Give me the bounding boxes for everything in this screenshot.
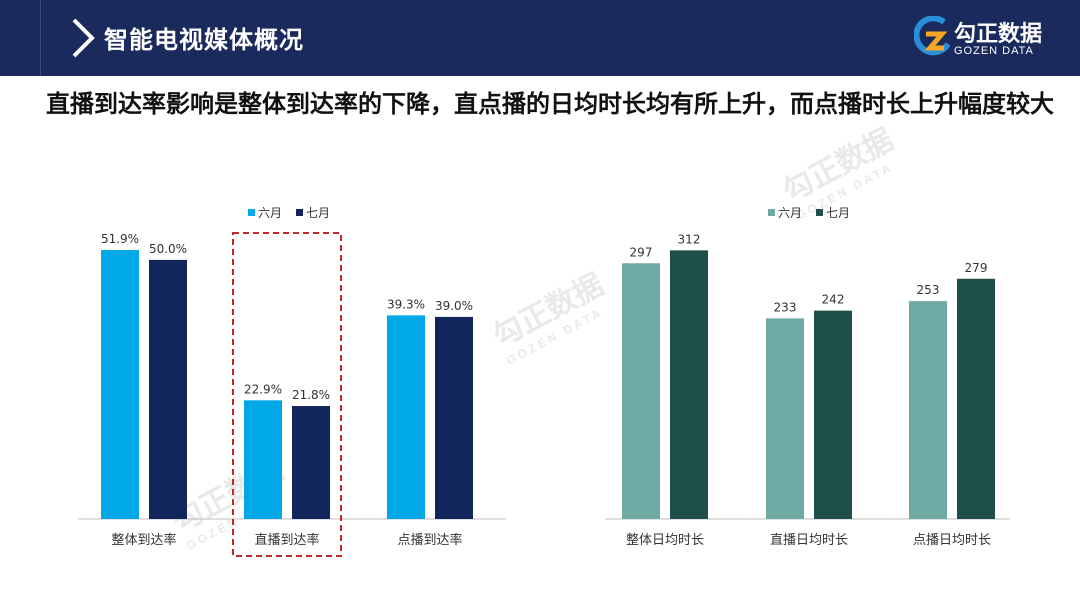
bar [292, 406, 330, 519]
bar [814, 310, 852, 519]
category-label: 直播日均时长 [770, 533, 848, 548]
page-title: 智能电视媒体概况 [104, 26, 304, 54]
legend-label: 七月 [306, 206, 330, 220]
data-label: 21.8% [292, 388, 330, 402]
legend-swatch [248, 209, 255, 216]
category-label: 直播到达率 [254, 532, 319, 548]
category-label: 整体日均时长 [626, 533, 704, 548]
data-label: 233 [774, 300, 797, 314]
data-label: 39.0% [435, 299, 473, 313]
data-label: 279 [965, 261, 988, 275]
bar [622, 263, 660, 519]
title-bar: 智能电视媒体概况 勾正数据 GOZEN DATA [0, 0, 1080, 76]
data-label: 22.9% [244, 382, 282, 396]
bar [387, 315, 425, 519]
bar [766, 318, 804, 519]
chevron-right-icon [72, 18, 95, 58]
legend-swatch [768, 209, 775, 216]
bar [149, 259, 187, 519]
brand-logo: 勾正数据 GOZEN DATA [914, 14, 1064, 64]
data-label: 51.9% [101, 232, 139, 246]
data-label: 297 [630, 245, 653, 259]
logo-subtext: GOZEN DATA [954, 45, 1034, 57]
data-label: 50.0% [149, 242, 187, 256]
data-label: 253 [917, 283, 940, 297]
title-bar-divider [40, 0, 41, 76]
legend-label: 六月 [258, 206, 282, 220]
data-label: 242 [822, 293, 845, 307]
logo-mark-icon [914, 16, 951, 56]
legend-label: 六月 [778, 206, 802, 220]
bar [244, 400, 282, 519]
bar [909, 301, 947, 519]
bar [101, 250, 139, 519]
legend-swatch [816, 209, 823, 216]
slide-heading: 直播到达率影响是整体到达率的下降，直点播的日均时长均有所上升，而点播时长上升幅度… [46, 90, 1054, 118]
data-label: 312 [678, 232, 701, 246]
legend-swatch [296, 209, 303, 216]
logo-text: 勾正数据 [954, 22, 1043, 47]
category-label: 整体到达率 [111, 532, 176, 548]
category-label: 点播到达率 [397, 532, 462, 548]
bar [957, 278, 995, 519]
category-label: 点播日均时长 [913, 533, 991, 548]
legend-label: 七月 [826, 206, 850, 220]
highlight-box [232, 232, 342, 557]
bar [435, 316, 473, 519]
data-label: 39.3% [387, 297, 425, 311]
bar [670, 250, 708, 520]
